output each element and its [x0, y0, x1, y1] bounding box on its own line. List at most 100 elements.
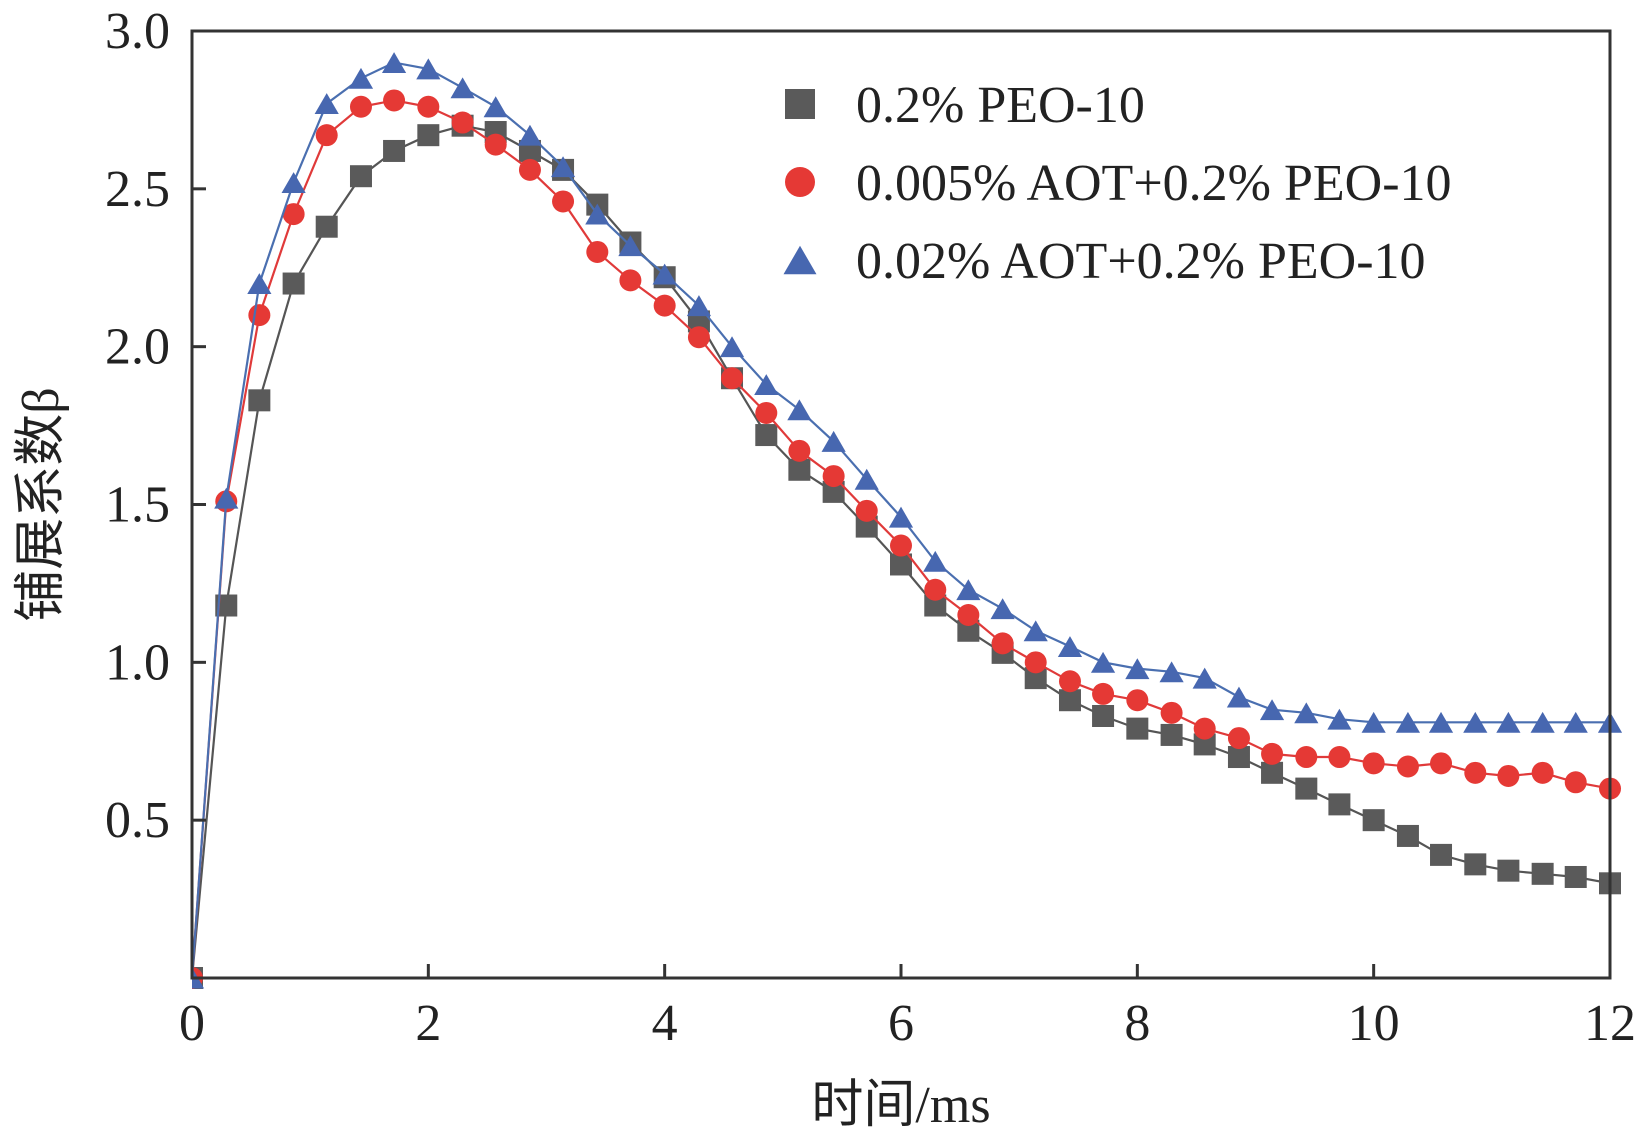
series-1-point	[924, 594, 947, 617]
series-3-point	[1530, 711, 1555, 733]
series-3-point	[517, 124, 543, 146]
series-2-point	[788, 439, 811, 462]
series-3-point	[416, 58, 441, 80]
series-2-point	[1126, 689, 1149, 712]
y-tick-label: 1.0	[105, 634, 170, 691]
series-3-point	[1057, 636, 1083, 657]
series-1-point	[383, 139, 406, 162]
series-3-point	[1395, 711, 1421, 733]
series-3-point	[854, 468, 879, 490]
series-3-point	[550, 156, 576, 178]
series-1-point	[215, 594, 238, 617]
series-1-point	[282, 272, 305, 295]
series-2-point	[653, 294, 676, 317]
series-3-point	[381, 52, 407, 74]
series-1-point	[822, 480, 845, 503]
series-3-point	[247, 273, 272, 294]
series-2-point	[1531, 761, 1554, 784]
series-3-point	[585, 203, 610, 225]
series-1-point	[1193, 733, 1216, 756]
series-2-point	[248, 304, 271, 327]
series-2-point	[1362, 752, 1385, 775]
legend-item: 0.005% AOT+0.2% PEO-10	[785, 155, 1452, 212]
series-3-point	[1159, 661, 1184, 683]
series-2-point	[1295, 746, 1318, 769]
series-3-point	[888, 506, 914, 528]
legend-marker-circle	[785, 167, 815, 197]
series-3-point	[1192, 667, 1217, 689]
series-2-point	[349, 95, 372, 118]
series-3-point	[956, 579, 981, 601]
legend-marker-triangle	[783, 245, 817, 275]
series-3-point	[754, 374, 779, 395]
series-2-point	[552, 190, 575, 213]
series-2	[192, 89, 1621, 989]
x-tick-label: 8	[1124, 995, 1150, 1052]
y-tick-label: 3.0	[105, 3, 170, 60]
series-1-point	[1396, 824, 1419, 847]
series-2-point	[1430, 752, 1453, 775]
series-2-point	[619, 269, 642, 292]
x-axis-title: 时间/ms	[811, 1077, 990, 1134]
series-2-point	[755, 401, 778, 424]
series-2-point	[1497, 764, 1520, 787]
series-2-point	[855, 499, 878, 522]
series-2-point	[721, 367, 744, 390]
series-3-point	[1226, 686, 1252, 708]
series-2-point	[383, 89, 406, 112]
series-1-point	[248, 389, 271, 412]
series-3	[192, 52, 1623, 989]
series-2-point	[991, 632, 1014, 655]
series-3-point	[483, 96, 508, 118]
series-1-point	[1160, 723, 1183, 746]
series-1-point	[1464, 853, 1487, 876]
legend-label: 0.005% AOT+0.2% PEO-10	[856, 155, 1452, 212]
series-3-point	[348, 67, 374, 89]
series-2-point	[1261, 742, 1284, 765]
series-3-point	[923, 550, 948, 572]
series-2-point	[1564, 771, 1587, 794]
series-1-point	[1295, 777, 1318, 800]
series-3-point	[1327, 708, 1352, 730]
series-2-point	[687, 326, 710, 349]
series-3-point	[1496, 711, 1521, 733]
series-3-point	[1428, 711, 1454, 733]
series-1-point	[957, 619, 980, 642]
series-2-point	[957, 603, 980, 626]
series-layer	[192, 52, 1623, 989]
series-3-point	[990, 598, 1015, 620]
x-tick-label: 6	[888, 995, 914, 1052]
series-2-point	[1227, 727, 1250, 750]
series-3-point	[652, 263, 677, 285]
series-1-point	[1430, 843, 1453, 866]
series-1-point	[788, 458, 811, 481]
y-tick-label: 0.5	[105, 792, 170, 849]
series-2-point	[315, 124, 338, 147]
series-1-point	[1531, 862, 1554, 885]
series-3-point	[1023, 620, 1048, 642]
y-tick-label: 1.5	[105, 477, 170, 534]
series-1-point	[417, 124, 440, 147]
series-3-point	[1463, 711, 1488, 733]
series-1-point	[1227, 746, 1250, 769]
series-2-point	[1396, 755, 1419, 778]
y-tick-label: 2.0	[105, 319, 170, 376]
series-3-point	[1259, 699, 1285, 721]
series-1-point	[1126, 717, 1149, 740]
series-2-point	[890, 534, 912, 557]
series-2-point	[484, 133, 507, 156]
series-3-point	[1090, 651, 1116, 673]
series-3-point	[686, 295, 712, 317]
series-2-point	[924, 578, 947, 601]
series-3-point	[787, 399, 812, 421]
series-2-point	[1193, 717, 1216, 740]
x-tick-label: 0	[179, 995, 205, 1052]
legend-item: 0.2% PEO-10	[785, 77, 1145, 134]
series-2-point	[282, 203, 305, 226]
series-2-point	[1160, 701, 1183, 724]
series-1-point	[1564, 865, 1587, 888]
x-tick-label: 12	[1584, 995, 1636, 1052]
series-1-point	[1092, 704, 1115, 727]
series-3-point	[618, 235, 643, 257]
series-2-point	[1092, 682, 1115, 705]
